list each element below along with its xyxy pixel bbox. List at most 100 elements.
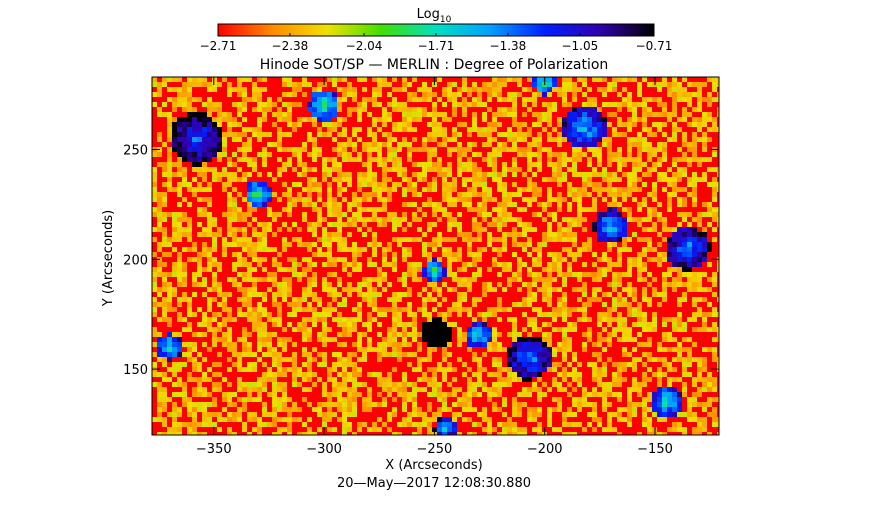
heatmap-cell xyxy=(397,387,402,392)
heatmap-cell xyxy=(512,277,517,282)
heatmap-cell xyxy=(362,87,367,92)
heatmap-cell xyxy=(307,267,312,272)
heatmap-cell xyxy=(437,327,442,332)
heatmap-cell xyxy=(327,302,332,307)
heatmap-cell xyxy=(152,272,157,277)
heatmap-cell xyxy=(592,402,597,407)
heatmap-cell xyxy=(712,272,717,277)
heatmap-cell xyxy=(502,182,507,187)
heatmap-cell xyxy=(627,292,632,297)
heatmap-cell xyxy=(487,417,492,422)
heatmap-cell xyxy=(447,217,452,222)
heatmap-cell xyxy=(617,157,622,162)
heatmap-cell xyxy=(672,247,677,252)
heatmap-cell xyxy=(262,202,267,207)
heatmap-cell xyxy=(687,192,692,197)
heatmap-cell xyxy=(407,182,412,187)
heatmap-cell xyxy=(282,222,287,227)
heatmap-cell xyxy=(597,237,602,242)
heatmap-cell xyxy=(547,322,552,327)
heatmap-cell xyxy=(697,272,702,277)
heatmap-cell xyxy=(242,342,247,347)
heatmap-cell xyxy=(557,87,562,92)
heatmap-cell xyxy=(197,252,202,257)
heatmap-cell xyxy=(357,262,362,267)
heatmap-cell xyxy=(217,82,222,87)
heatmap-cell xyxy=(587,87,592,92)
heatmap-cell xyxy=(712,212,717,217)
heatmap-cell xyxy=(527,157,532,162)
heatmap-cell xyxy=(657,417,662,422)
heatmap-cell xyxy=(307,82,312,87)
heatmap-cell xyxy=(572,377,577,382)
heatmap-cell xyxy=(207,137,212,142)
heatmap-cell xyxy=(337,77,342,82)
x-axis-label: X (Arcseconds) xyxy=(385,458,482,473)
heatmap-cell xyxy=(582,112,587,117)
heatmap-cell xyxy=(597,367,602,372)
heatmap-cell xyxy=(587,302,592,307)
heatmap-cell xyxy=(662,147,667,152)
heatmap-cell xyxy=(692,342,697,347)
heatmap-cell xyxy=(182,92,187,97)
heatmap-cell xyxy=(212,122,217,127)
heatmap-cell xyxy=(457,162,462,167)
heatmap-cell xyxy=(712,347,717,352)
heatmap-cell xyxy=(417,147,422,152)
heatmap-cell xyxy=(252,387,257,392)
heatmap-cell xyxy=(302,162,307,167)
heatmap-cell xyxy=(397,127,402,132)
heatmap-cell xyxy=(677,277,682,282)
heatmap-cell xyxy=(567,117,572,122)
heatmap-cell xyxy=(617,192,622,197)
heatmap-cell xyxy=(277,117,282,122)
heatmap-cell xyxy=(237,337,242,342)
heatmap-cell xyxy=(312,117,317,122)
heatmap-cell xyxy=(222,407,227,412)
heatmap-cell xyxy=(482,352,487,357)
heatmap-cell xyxy=(447,187,452,192)
heatmap-cell xyxy=(227,292,232,297)
heatmap-cell xyxy=(217,412,222,417)
heatmap-cell xyxy=(347,172,352,177)
heatmap-cell xyxy=(647,127,652,132)
heatmap-cell xyxy=(567,102,572,107)
heatmap-cell xyxy=(347,407,352,412)
heatmap-cell xyxy=(687,357,692,362)
heatmap-cell xyxy=(687,182,692,187)
heatmap-cell xyxy=(572,107,577,112)
heatmap-cell xyxy=(297,192,302,197)
heatmap-cell xyxy=(217,267,222,272)
heatmap-cell xyxy=(347,217,352,222)
heatmap-cell xyxy=(277,172,282,177)
heatmap-cell xyxy=(357,137,362,142)
heatmap-cell xyxy=(712,292,717,297)
heatmap-cell xyxy=(712,312,717,317)
heatmap-cell xyxy=(167,432,172,435)
heatmap-cell xyxy=(442,357,447,362)
heatmap-cell xyxy=(247,412,252,417)
heatmap-cell xyxy=(512,147,517,152)
heatmap-cell xyxy=(607,157,612,162)
heatmap-cell xyxy=(212,177,217,182)
heatmap-cell xyxy=(622,162,627,167)
heatmap-cell xyxy=(352,317,357,322)
heatmap-cell xyxy=(202,387,207,392)
heatmap-cell xyxy=(447,407,452,412)
heatmap-cell xyxy=(682,97,687,102)
heatmap-cell xyxy=(572,402,577,407)
heatmap-cell xyxy=(672,267,677,272)
heatmap-cell xyxy=(672,162,677,167)
heatmap-cell xyxy=(232,362,237,367)
heatmap-cell xyxy=(452,177,457,182)
heatmap-cell xyxy=(317,117,322,122)
heatmap-cell xyxy=(402,82,407,87)
heatmap-cell xyxy=(632,347,637,352)
heatmap-cell xyxy=(372,317,377,322)
heatmap-cell xyxy=(612,377,617,382)
heatmap-cell xyxy=(597,87,602,92)
heatmap-cell xyxy=(642,362,647,367)
heatmap-cell xyxy=(702,157,707,162)
heatmap-cell xyxy=(397,172,402,177)
heatmap-cell xyxy=(462,147,467,152)
